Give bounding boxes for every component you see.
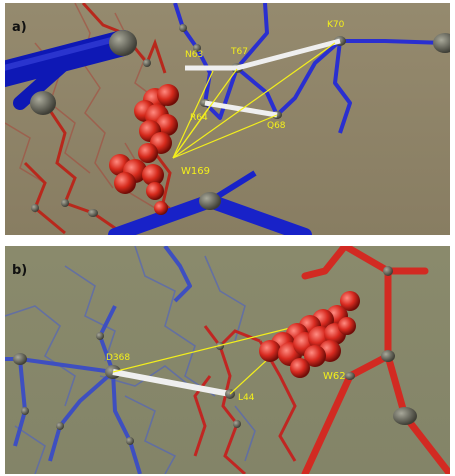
panel-a-residue-spheres <box>109 84 179 215</box>
panel-b-molecular-view: b) D368 L44 W62 <box>5 246 450 474</box>
panel-b-label: b) <box>12 263 28 278</box>
panel-a-label: a) <box>12 20 27 35</box>
residue-label-d368: D368 <box>106 353 131 363</box>
panel-a-contact-lines <box>172 42 336 159</box>
panel-b-residue-spheres <box>259 291 360 378</box>
panel-a-blue-chain <box>173 3 446 134</box>
residue-label-r64: R64 <box>190 113 208 123</box>
panel-a-scene <box>5 3 450 235</box>
residue-label-k70: K70 <box>327 20 345 30</box>
residue-label-w62: W62 <box>323 371 346 382</box>
residue-label-w169: W169 <box>181 166 210 177</box>
residue-label-t67: T67 <box>231 47 248 57</box>
panel-a-blue-tube <box>5 30 137 115</box>
residue-label-l44: L44 <box>238 393 255 403</box>
panel-a-blue-tube-bottom <box>108 170 312 235</box>
residue-label-n63: N63 <box>185 50 204 60</box>
panel-b-scene <box>5 246 450 474</box>
panel-b-connector <box>112 369 231 397</box>
residue-label-q68: Q68 <box>267 121 286 131</box>
panel-a-molecular-view: a) N63 T67 K70 R64 Q68 W169 <box>5 3 450 235</box>
panel-a-red-nodes <box>31 59 151 217</box>
panel-b-red-nodes <box>216 266 417 428</box>
